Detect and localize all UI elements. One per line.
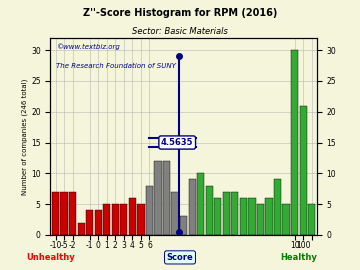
Bar <box>180 217 187 235</box>
Bar <box>189 180 196 235</box>
Bar <box>197 173 204 235</box>
Bar <box>103 204 111 235</box>
Bar <box>308 204 315 235</box>
Bar <box>171 192 179 235</box>
Bar <box>146 186 153 235</box>
Text: ©www.textbiz.org: ©www.textbiz.org <box>56 44 120 50</box>
Text: Score: Score <box>167 253 193 262</box>
Bar <box>86 210 93 235</box>
Bar <box>214 198 221 235</box>
Bar <box>240 198 247 235</box>
Text: Healthy: Healthy <box>280 253 317 262</box>
Bar <box>163 161 170 235</box>
Bar <box>69 192 76 235</box>
Bar <box>154 161 162 235</box>
Bar <box>248 198 256 235</box>
Bar <box>283 204 290 235</box>
Bar <box>120 204 127 235</box>
Bar <box>291 50 298 235</box>
Text: The Research Foundation of SUNY: The Research Foundation of SUNY <box>56 63 176 69</box>
Bar <box>137 204 144 235</box>
Bar <box>265 198 273 235</box>
Bar <box>129 198 136 235</box>
Bar <box>95 210 102 235</box>
Text: Z''-Score Histogram for RPM (2016): Z''-Score Histogram for RPM (2016) <box>83 8 277 18</box>
Bar <box>206 186 213 235</box>
Bar <box>52 192 59 235</box>
Text: 4.5635: 4.5635 <box>161 138 193 147</box>
Bar <box>60 192 68 235</box>
Bar <box>112 204 119 235</box>
Bar <box>223 192 230 235</box>
Bar <box>231 192 238 235</box>
Bar <box>300 106 307 235</box>
Bar <box>77 222 85 235</box>
Text: Sector: Basic Materials: Sector: Basic Materials <box>132 27 228 36</box>
Text: Unhealthy: Unhealthy <box>26 253 75 262</box>
Bar <box>257 204 264 235</box>
Y-axis label: Number of companies (246 total): Number of companies (246 total) <box>22 78 28 195</box>
Bar <box>274 180 281 235</box>
